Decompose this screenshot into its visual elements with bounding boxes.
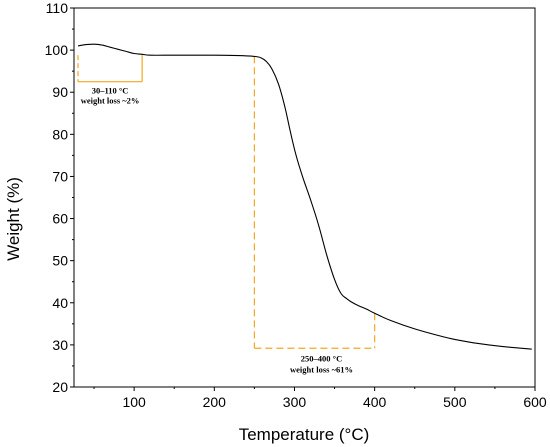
y-tick-label: 110	[46, 0, 69, 16]
annotation-1-label-range: 30–110 °C	[92, 86, 129, 96]
annotation-2-label-loss: weight loss ~61%	[290, 364, 353, 374]
axes	[70, 7, 536, 391]
y-axis-title: Weight (%)	[4, 177, 23, 261]
x-axis-title: Temperature (°C)	[239, 425, 370, 444]
y-tick-label: 90	[52, 84, 68, 100]
x-tick-label: 100	[122, 394, 146, 410]
y-tick-label: 50	[52, 253, 68, 269]
plot-frame	[73, 7, 536, 388]
annotations	[77, 55, 376, 349]
y-tick-label: 30	[52, 337, 68, 353]
y-tick-label: 40	[52, 295, 68, 311]
x-tick-label: 200	[203, 394, 227, 410]
x-tick-label: 300	[283, 394, 307, 410]
tick-labels: 20 30 40 50 60 70 80 90 100 110 100 200 300 400 500 600	[45, 0, 547, 410]
y-tick-label: 20	[52, 379, 68, 395]
x-tick-label: 400	[363, 394, 387, 410]
x-tick-label: 600	[523, 394, 547, 410]
annotation-2-label-range: 250–400 °C	[301, 353, 342, 363]
annotation-1-label-loss: weight loss ~2%	[81, 96, 140, 106]
x-tick-label: 500	[443, 394, 467, 410]
series-line-0	[77, 43, 532, 350]
y-tick-label: 100	[45, 42, 69, 58]
y-tick-label: 80	[52, 126, 68, 142]
y-tick-label: 70	[52, 168, 68, 184]
series	[77, 43, 532, 350]
y-tick-label: 60	[52, 211, 68, 227]
